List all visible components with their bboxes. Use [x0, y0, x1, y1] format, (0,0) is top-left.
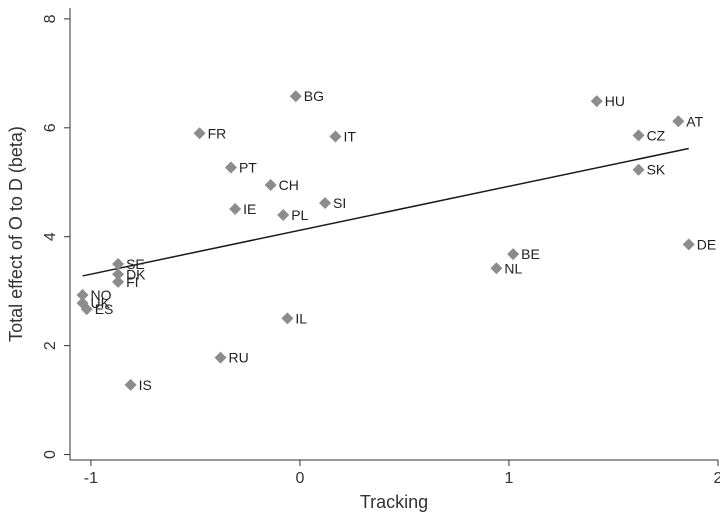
point-marker — [329, 130, 342, 143]
point-marker — [224, 161, 237, 174]
point-label: IT — [343, 129, 356, 145]
x-tick-label: 0 — [295, 470, 304, 487]
x-tick-label: 2 — [714, 470, 720, 487]
point-marker — [264, 178, 277, 191]
y-axis-ticks: 0 2 4 6 8 — [42, 14, 70, 459]
data-point: IL — [281, 310, 307, 326]
point-label: AT — [686, 113, 703, 129]
point-marker — [80, 303, 93, 316]
data-point: SK — [632, 162, 666, 178]
point-label: ES — [95, 301, 114, 317]
point-marker — [112, 275, 125, 288]
y-tick-label: 6 — [42, 123, 59, 132]
point-marker — [672, 115, 685, 128]
point-label: BG — [304, 88, 324, 104]
x-tick-label: 1 — [505, 470, 514, 487]
y-tick-label: 2 — [42, 341, 59, 350]
point-label: NO — [91, 287, 112, 303]
point-label: DE — [697, 236, 716, 252]
data-point: PL — [277, 207, 309, 223]
point-marker — [76, 288, 89, 301]
fit-line — [82, 147, 689, 277]
data-point: NO — [76, 287, 112, 303]
data-point: DE — [682, 236, 716, 252]
point-label: DK — [126, 266, 146, 282]
point-marker — [632, 129, 645, 142]
point-label: HU — [605, 93, 625, 109]
data-point: IE — [229, 201, 256, 217]
point-marker — [124, 378, 137, 391]
point-marker — [193, 127, 206, 140]
data-point: CH — [264, 177, 299, 193]
point-label: SI — [333, 195, 346, 211]
data-point: HU — [590, 93, 625, 109]
point-label: SE — [126, 256, 145, 272]
data-point: ES — [80, 301, 114, 317]
point-label: UK — [91, 295, 111, 311]
data-point: IS — [124, 377, 152, 393]
data-point: FI — [112, 274, 139, 290]
point-label: NL — [504, 260, 522, 276]
data-point: BG — [289, 88, 324, 104]
point-marker — [112, 268, 125, 281]
x-axis-ticks: -1 0 1 2 — [84, 460, 720, 487]
point-label: SK — [647, 162, 666, 178]
point-marker — [590, 95, 603, 108]
data-point: IT — [329, 129, 356, 145]
y-tick-label: 4 — [42, 232, 59, 241]
point-label: FI — [126, 274, 138, 290]
data-point: PT — [224, 160, 257, 176]
data-point: FR — [193, 125, 227, 141]
data-point: CZ — [632, 127, 666, 143]
point-marker — [632, 163, 645, 176]
point-marker — [277, 208, 290, 221]
y-tick-label: 0 — [42, 450, 59, 459]
axes — [69, 8, 718, 461]
point-label: PT — [239, 160, 257, 176]
data-point: SE — [112, 256, 145, 272]
data-point: AT — [672, 113, 704, 129]
point-marker — [112, 257, 125, 270]
point-label: IS — [139, 377, 152, 393]
data-point: SI — [319, 195, 346, 211]
point-label: CH — [279, 177, 299, 193]
point-marker — [281, 312, 294, 325]
x-axis-title: Tracking — [360, 492, 428, 512]
point-marker — [229, 202, 242, 215]
point-label: IL — [295, 310, 307, 326]
data-point: DK — [112, 266, 146, 282]
point-label: RU — [229, 350, 249, 366]
point-marker — [319, 196, 332, 209]
data-point: NL — [490, 260, 523, 276]
point-marker — [289, 90, 302, 103]
y-axis-title: Total effect of O to D (beta) — [6, 126, 26, 342]
point-marker — [507, 248, 520, 261]
y-tick-label: 8 — [42, 14, 59, 23]
data-point: RU — [214, 350, 249, 366]
data-point: BE — [507, 246, 540, 262]
point-label: CZ — [647, 127, 666, 143]
point-label: FR — [208, 125, 227, 141]
point-marker — [490, 262, 503, 275]
point-label: PL — [291, 207, 308, 223]
point-label: IE — [243, 201, 256, 217]
point-marker — [682, 238, 695, 251]
point-marker — [214, 351, 227, 364]
point-label: BE — [521, 246, 540, 262]
x-tick-label: -1 — [84, 470, 98, 487]
